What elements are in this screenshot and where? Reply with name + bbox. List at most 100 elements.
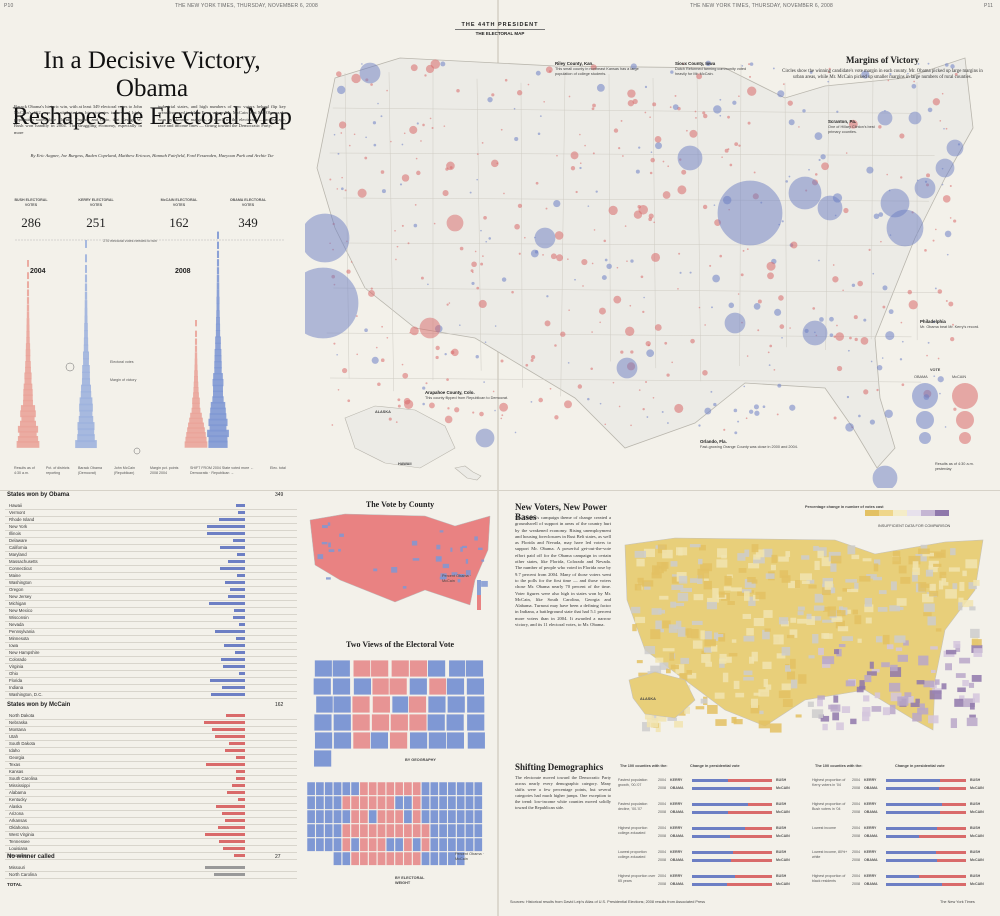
mccain-margin-circle <box>932 98 941 106</box>
state-name: Utah <box>9 734 19 739</box>
annot-riley-title: Riley County, Kan. <box>555 61 594 66</box>
county-turnout-patch <box>871 669 880 673</box>
state-shape <box>332 713 352 732</box>
mccain-margin-circle <box>880 240 882 243</box>
county-turnout-patch <box>859 575 871 582</box>
electoral-vote-square <box>341 809 351 824</box>
county-turnout-patch <box>758 720 771 729</box>
county-turnout-patch <box>697 575 703 584</box>
demographic-label: Lowest income <box>812 826 836 830</box>
candidate-label: McCAIN <box>776 834 790 838</box>
mccain-margin-circle <box>948 301 954 307</box>
county-turnout-patch <box>930 646 938 650</box>
row-divider <box>5 774 297 776</box>
mccain-margin-circle <box>863 389 869 395</box>
electoral-vote-square <box>341 851 351 866</box>
mccain-margin-circle <box>612 381 615 384</box>
ev-state-bar <box>20 410 36 418</box>
county-turnout-patch <box>674 721 683 728</box>
state-name: South Carolina <box>9 776 38 781</box>
county-turnout-patch <box>746 628 754 636</box>
state-name: Illinois <box>9 531 21 536</box>
ev-state-bar <box>27 260 29 267</box>
row-divider <box>5 648 297 650</box>
ev-state-bar <box>26 272 30 280</box>
obama-margin-circle <box>501 277 507 282</box>
county-turnout-patch <box>753 618 765 627</box>
mccain-margin-circle <box>878 125 882 129</box>
mccain-margin-circle <box>836 324 838 327</box>
obama-margin-circle <box>710 390 713 393</box>
ev-state-bar <box>193 392 199 399</box>
mccain-margin-circle <box>329 178 332 181</box>
mccain-margin-circle <box>575 190 578 194</box>
legend-bubble <box>959 432 971 444</box>
state-name: Mississippi <box>9 783 30 788</box>
obama-margin-circle <box>476 178 478 181</box>
county-turnout-patch <box>933 563 942 567</box>
state-shape <box>466 677 485 696</box>
ev-state-bar <box>85 240 87 248</box>
shift-bar <box>225 581 245 584</box>
county-turnout-patch <box>771 554 778 563</box>
county-turnout-patch <box>778 617 789 625</box>
electoral-vote-square <box>385 795 395 810</box>
shift-bar <box>220 658 245 661</box>
electoral-vote-square <box>385 809 395 824</box>
mccain-margin-circle <box>524 236 526 239</box>
demographic-label: Lowest proportion college-educated <box>618 850 647 859</box>
obama-margin-circle <box>638 146 641 149</box>
mccain-margin-circle <box>945 299 948 302</box>
candidate-label: BUSH <box>970 802 981 806</box>
section-sublabel: THE ELECTORAL MAP <box>475 31 525 36</box>
demographic-label: Highest proportion of Bush voters in '04 <box>812 802 846 811</box>
ev-state-bar <box>192 402 200 410</box>
dem-share-bar <box>886 874 920 878</box>
county-turnout-patch <box>675 620 682 629</box>
large-county-margin-circle <box>534 227 556 249</box>
obama-margin-circle <box>789 404 796 411</box>
county-turnout-patch <box>923 612 932 617</box>
county-turnout-patch <box>912 561 919 570</box>
obama-margin-circle <box>530 400 533 403</box>
county-turnout-patch <box>669 652 675 661</box>
electoral-vote-square <box>447 795 457 810</box>
obama-margin-circle <box>781 336 783 339</box>
blue-county <box>478 547 483 550</box>
mccain-margin-circle <box>396 245 399 248</box>
mccain-margin-circle <box>729 163 733 167</box>
shift-bar <box>222 847 245 850</box>
row-divider <box>5 627 297 629</box>
mccain-margin-circle <box>370 83 373 86</box>
county-turnout-patch <box>929 551 942 559</box>
ev-state-bar <box>20 405 36 412</box>
large-county-margin-circle <box>802 320 828 346</box>
obama-margin-circle <box>888 309 894 315</box>
mccain-margin-circle <box>395 258 397 261</box>
county-turnout-patch <box>965 559 978 569</box>
obama-margin-circle <box>814 132 823 140</box>
state-shape <box>445 713 465 732</box>
electoral-vote-square <box>473 823 483 838</box>
mccain-margin-circle <box>375 346 378 349</box>
demographic-label: Highest proportion of black residents <box>812 874 846 883</box>
intro-column-2: industrial states, and high numbers of n… <box>158 104 286 129</box>
county-turnout-patch <box>716 559 728 568</box>
state-shape <box>409 659 428 678</box>
county-turnout-patch <box>895 647 903 652</box>
candidate-label: KERRY <box>864 802 877 806</box>
mccain-margin-circle <box>500 417 503 420</box>
vote-legend-obama: OBAMA <box>914 375 928 379</box>
shift-bar <box>203 721 245 724</box>
rep-share-bar <box>936 850 966 854</box>
mccain-margin-circle <box>447 407 450 410</box>
year-label: 2004 <box>658 802 666 806</box>
ev-state-bar <box>84 315 88 324</box>
county-turnout-patch <box>701 650 706 655</box>
county-turnout-patch <box>923 680 935 688</box>
electoral-vote-square <box>359 823 369 838</box>
row-divider <box>5 781 297 783</box>
vote-legend-label: VOTE <box>930 368 941 372</box>
mccain-margin-circle <box>677 288 679 290</box>
demographic-label: Lowest income, 80%+ white <box>812 850 848 859</box>
